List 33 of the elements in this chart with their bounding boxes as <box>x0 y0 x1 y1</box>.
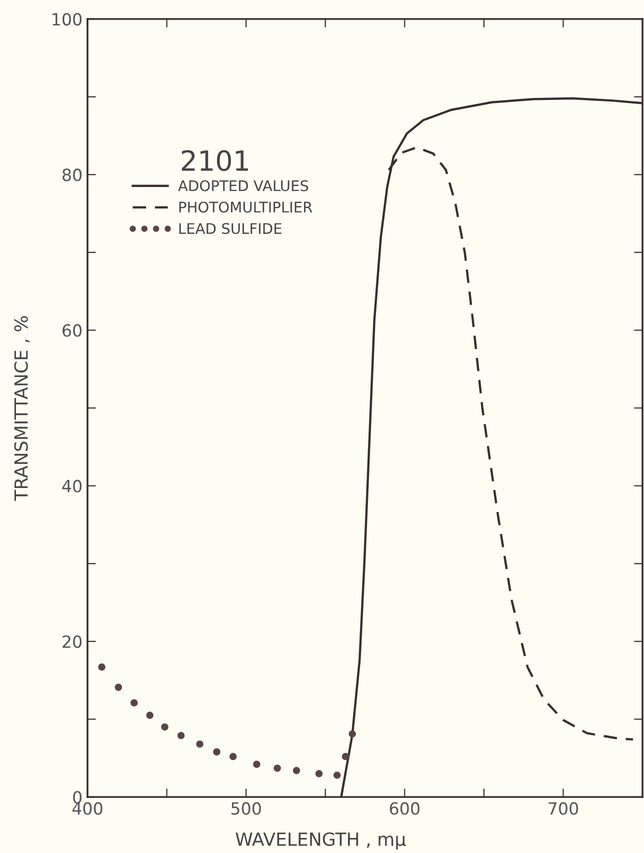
x-tick-label: 700 <box>548 802 578 815</box>
point <box>348 730 356 738</box>
x-tick-label: 500 <box>231 802 261 815</box>
point <box>253 760 260 768</box>
point <box>161 723 168 731</box>
point <box>196 740 204 748</box>
x-tick-label: 400 <box>72 802 102 815</box>
point <box>98 663 106 671</box>
point <box>274 764 281 772</box>
point <box>114 684 122 691</box>
y-axis-title: TRANSMITTANCE , % <box>14 316 30 501</box>
x-tick-label: 600 <box>390 802 420 815</box>
point <box>333 772 341 779</box>
point <box>342 752 350 760</box>
legend-label: ADOPTED VALUES <box>178 180 308 192</box>
y-tick-label: 40 <box>62 480 82 492</box>
point <box>315 770 323 778</box>
legend-label: LEAD SULFIDE <box>179 223 282 234</box>
legend-label: PHOTOMULTIPLIER <box>179 202 312 213</box>
annotation: 2101 <box>182 150 248 172</box>
point <box>229 752 237 760</box>
x-axis-title: WAVELENGTH , mμ <box>236 832 406 850</box>
line-series <box>388 146 634 741</box>
y-tick-label: 0 <box>73 790 82 804</box>
y-tick-label: 80 <box>62 168 82 182</box>
y-tick-label: 60 <box>62 324 82 337</box>
point <box>146 712 154 719</box>
point <box>130 699 138 707</box>
y-tick-label: 100 <box>52 12 82 26</box>
y-tick-label: 20 <box>62 635 82 648</box>
point <box>177 732 185 740</box>
point <box>213 748 220 756</box>
point <box>292 766 300 774</box>
